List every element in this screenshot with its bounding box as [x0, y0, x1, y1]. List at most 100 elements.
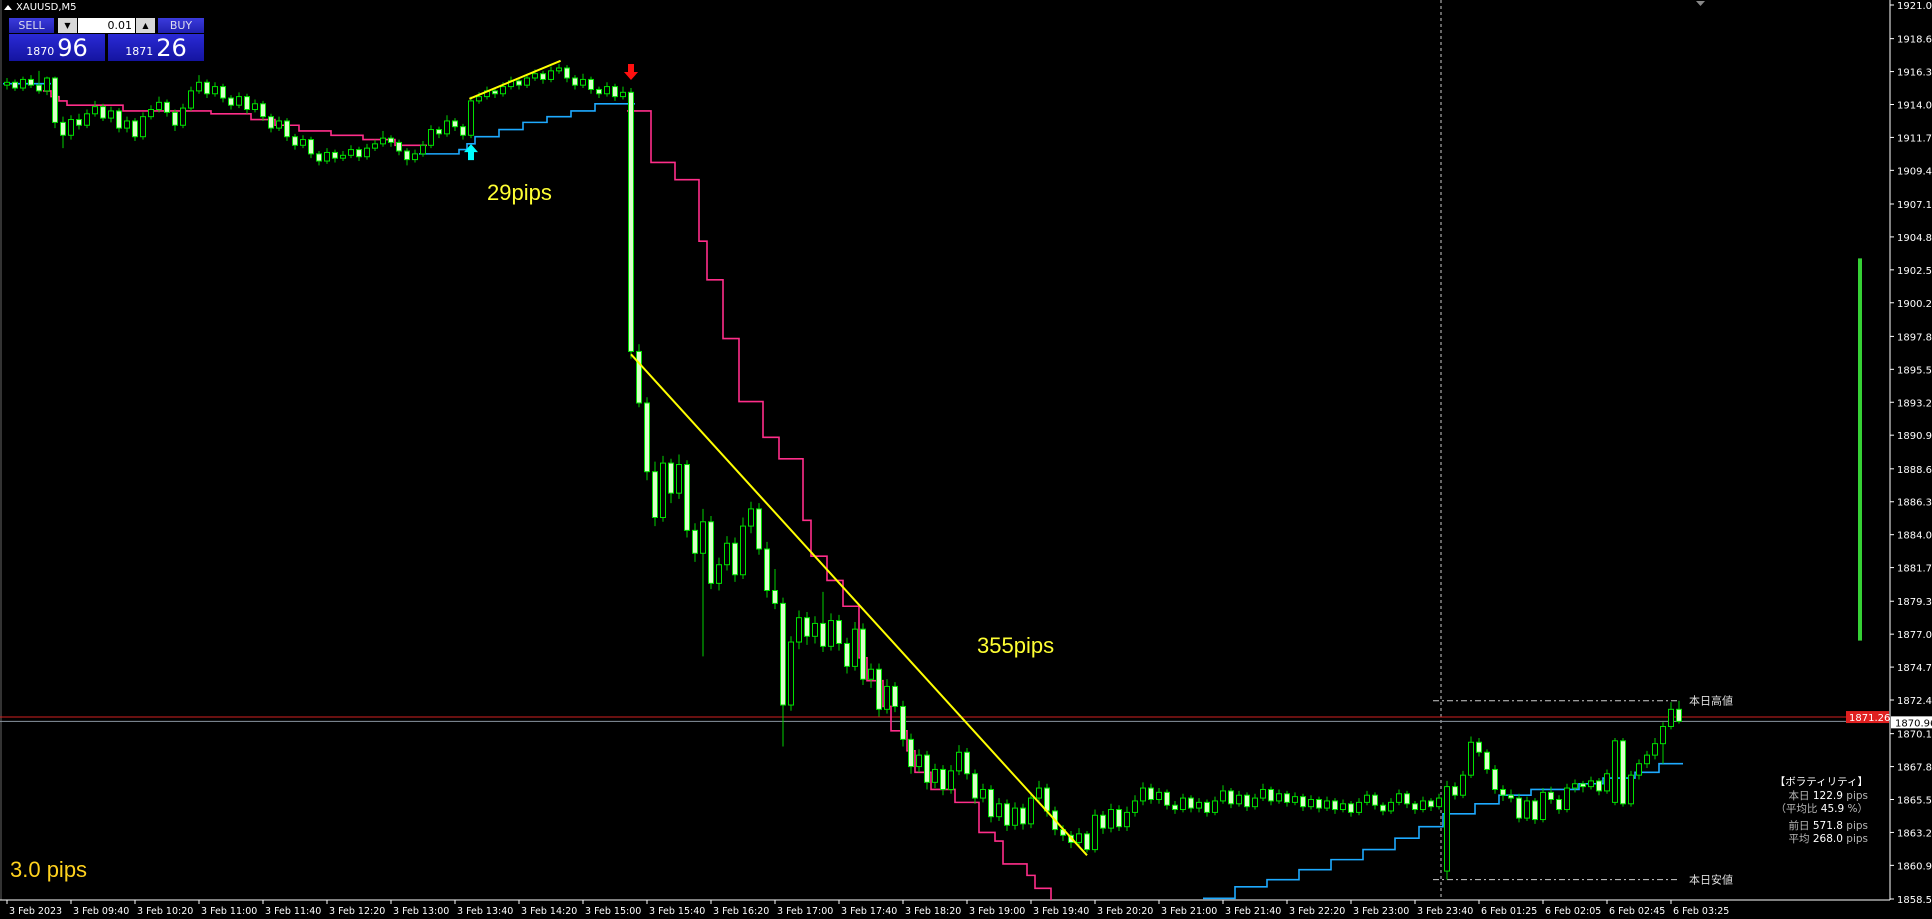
candle: [676, 454, 682, 499]
candle: [772, 569, 778, 610]
triangle-up-icon[interactable]: [4, 5, 12, 10]
candle: [1020, 803, 1026, 830]
candle: [396, 139, 402, 156]
candle: [1676, 700, 1682, 724]
volatility-panel: 【ボラティリティ】 本日 122.9 pips （平均比 45.9 %） 前日 …: [1775, 776, 1868, 847]
candle: [428, 125, 434, 149]
candle: [1420, 796, 1426, 813]
candle-body-bear: [652, 471, 658, 518]
time-tick-label: 3 Feb 17:00: [777, 906, 833, 917]
candle-body-bear: [756, 508, 762, 550]
candle: [660, 455, 666, 522]
candle-body-bear: [972, 773, 978, 799]
volatility-title: 【ボラティリティ】: [1774, 776, 1868, 788]
candle-body-bull: [1036, 787, 1042, 799]
candle: [84, 109, 90, 129]
candle: [1348, 800, 1354, 817]
candle-body-bull: [1572, 783, 1578, 789]
candle-body-bull: [188, 90, 194, 109]
candle: [516, 78, 522, 90]
lot-decrease-button[interactable]: ▼: [58, 18, 77, 33]
price-tick-label: 1881.70: [1897, 564, 1932, 575]
price-tick-label: 1907.10: [1897, 200, 1932, 211]
lot-increase-button[interactable]: ▲: [136, 18, 155, 33]
candle-body-bull: [1196, 801, 1202, 809]
candle: [60, 116, 66, 149]
sell-button[interactable]: SELL: [9, 18, 54, 33]
candle-body-bull: [476, 96, 482, 102]
candle: [1428, 798, 1434, 811]
candle-body-bear: [28, 78, 34, 86]
candle-body-bull: [868, 668, 874, 680]
candle-body-bull: [1628, 774, 1634, 805]
candle-body-bear: [1284, 793, 1290, 803]
candle-body-bull: [604, 86, 610, 95]
time-tick-label: 3 Feb 20:20: [1097, 906, 1153, 917]
time-tick-label: 3 Feb 21:00: [1161, 906, 1217, 917]
candle: [740, 517, 746, 580]
candle-body-bull: [916, 754, 922, 768]
candle-body-bull: [500, 86, 506, 95]
candle-body-bear: [164, 101, 170, 113]
candle: [564, 65, 570, 83]
buy-price-button[interactable]: 1871 26: [108, 34, 204, 61]
candle-body-bear: [596, 88, 602, 95]
lot-size-input[interactable]: [78, 18, 135, 33]
candle-body-bull: [1364, 794, 1370, 803]
today-low-label: 本日安値: [1689, 873, 1733, 887]
candle: [700, 508, 706, 657]
candle: [196, 75, 202, 94]
candle-body-bear: [1516, 797, 1522, 819]
candle-body-bull: [196, 81, 202, 92]
candle-body-bear: [732, 542, 738, 576]
chart-shift-marker-icon[interactable]: [1696, 1, 1705, 6]
candle-body-bear: [1348, 803, 1354, 813]
candle: [364, 143, 370, 160]
time-tick-label: 3 Feb 10:20: [137, 906, 193, 917]
candle-body-bear: [1508, 794, 1514, 799]
candle-body-bull: [1420, 800, 1426, 811]
candle-body-bull: [796, 617, 802, 643]
candle-body-bear: [1452, 786, 1458, 796]
candle-body-bear: [1412, 803, 1418, 811]
candle: [580, 73, 586, 89]
candle-body-bull: [884, 685, 890, 710]
today-unit: pips: [1846, 789, 1868, 802]
sell-price-button[interactable]: 1870 96: [9, 34, 105, 61]
candle-body-bull: [348, 149, 354, 156]
price-tick-label: 1865.50: [1897, 796, 1932, 807]
candle: [172, 109, 178, 131]
sell-price-pips: 96: [57, 34, 88, 62]
candle: [980, 783, 986, 803]
candle: [28, 75, 34, 89]
candle: [1036, 780, 1042, 803]
candle-body-bear: [452, 120, 458, 128]
candle: [308, 136, 314, 159]
time-tick-label: 3 Feb 17:40: [841, 906, 897, 917]
time-tick-label: 6 Feb 02:45: [1609, 906, 1665, 917]
candle-body-bear: [1148, 787, 1154, 801]
buy-button[interactable]: BUY: [158, 18, 204, 33]
candle: [1588, 776, 1594, 790]
candle-body-bull: [1660, 725, 1666, 745]
candle: [1084, 831, 1090, 853]
candle-body-bear: [1428, 800, 1434, 808]
candle: [524, 73, 530, 89]
candle-body-bull: [852, 628, 858, 667]
candle-body-bear: [396, 141, 402, 152]
candle: [1412, 800, 1418, 814]
candle-body-bear: [1084, 833, 1090, 851]
candle-body-bear: [564, 67, 570, 79]
candle: [548, 66, 554, 83]
candle-body-bull: [420, 144, 426, 155]
candle-body-bear: [772, 590, 778, 604]
candle-body-bull: [1668, 708, 1674, 727]
candle-body-bull: [68, 119, 74, 136]
time-tick-label: 3 Feb 16:20: [713, 906, 769, 917]
candle: [1124, 806, 1130, 832]
candle: [348, 145, 354, 159]
candle-body-bull: [236, 96, 242, 106]
candle: [316, 151, 322, 166]
candle: [820, 591, 826, 653]
